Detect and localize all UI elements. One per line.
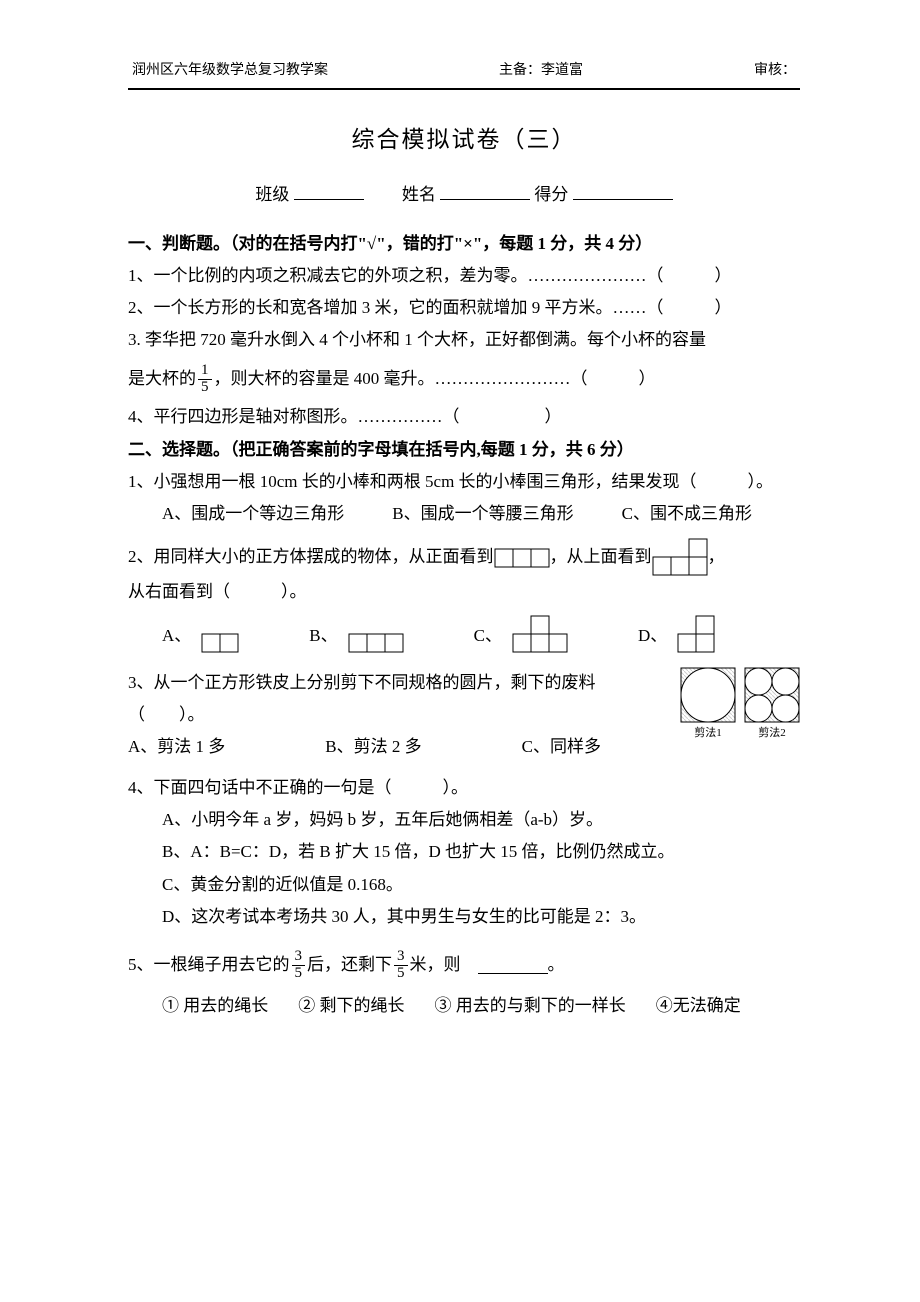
s2-q1-optB: B、围成一个等腰三角形 <box>392 498 573 530</box>
s2-q3-optA: A、剪法 1 多 <box>128 731 225 763</box>
header-left: 润州区六年级数学总复习教学案 <box>132 58 328 85</box>
header-right: 审核： <box>754 58 796 85</box>
optC-shape-icon <box>512 615 568 653</box>
s2-q4-optB: B、A：B=C：D，若 B 扩大 15 倍，D 也扩大 15 倍，比例仍然成立。 <box>128 836 800 868</box>
s2-q2-post: ， <box>708 541 725 573</box>
score-label: 得分 <box>534 185 568 204</box>
s2-q5: 5、一根绳子用去它的 3 5 后，还剩下 3 5 米，则 。 <box>128 949 800 982</box>
s1-q3-line1: 3. 李华把 720 毫升水倒入 4 个小杯和 1 个大杯，正好都倒满。每个小杯… <box>128 324 800 356</box>
s2-q3-figures: 剪法1 剪法2 <box>680 667 800 744</box>
s2-q4-optA: A、小明今年 a 岁，妈妈 b 岁，五年后她俩相差（a-b）岁。 <box>128 804 800 836</box>
page-header: 润州区六年级数学总复习教学案 主备：李道富 审核： <box>128 58 800 90</box>
s1-q3-post: ，则大杯的容量是 400 毫升。……………………（ ） <box>214 363 656 395</box>
s2-q2-optB: B、 <box>309 620 403 652</box>
s2-q4-optC: C、黄金分割的近似值是 0.168。 <box>128 869 800 901</box>
front-view-icon <box>494 541 550 573</box>
s2-q2-optA: A、 <box>162 620 239 652</box>
s2-q5-o4: ④无法确定 <box>656 990 741 1022</box>
s2-q3-options: A、剪法 1 多 B、剪法 2 多 C、同样多 <box>128 731 668 763</box>
s2-q2-options: A、 B、 C、 D、 <box>128 615 800 653</box>
s2-q3-optB: B、剪法 2 多 <box>325 731 421 763</box>
optB-shape-icon <box>348 633 404 653</box>
cut-method-2: 剪法2 <box>744 667 800 744</box>
student-info-line: 班级 姓名 得分 <box>128 179 800 211</box>
s1-q1: 1、一个比例的内项之积减去它的外项之积，差为零。…………………（ ） <box>128 260 800 292</box>
exam-title: 综合模拟试卷（三） <box>128 118 800 162</box>
s2-q2-line2: 从右面看到（ ）。 <box>128 576 800 608</box>
s1-q3-line2: 是大杯的 1 5 ，则大杯的容量是 400 毫升。……………………（ ） <box>128 363 800 396</box>
fraction-3-5-b: 3 5 <box>394 949 408 982</box>
optA-shape-icon <box>201 633 239 653</box>
s2-q5-o3: ③ 用去的与剩下的一样长 <box>435 990 626 1022</box>
class-label: 班级 <box>255 185 289 204</box>
cut-method-1: 剪法1 <box>680 667 736 744</box>
fraction-one-fifth: 1 5 <box>198 363 212 396</box>
name-label: 姓名 <box>402 185 436 204</box>
s2-q1: 1、小强想用一根 10cm 长的小棒和两根 5cm 长的小棒围三角形，结果发现（… <box>128 466 800 498</box>
s1-q2: 2、一个长方形的长和宽各增加 3 米，它的面积就增加 9 平方米。……（ ） <box>128 292 800 324</box>
page: 润州区六年级数学总复习教学案 主备：李道富 审核： 综合模拟试卷（三） 班级 姓… <box>0 0 920 1302</box>
s2-q5-o1: ① 用去的绳长 <box>162 990 268 1022</box>
s2-q2-optC: C、 <box>474 615 568 653</box>
fraction-3-5-a: 3 5 <box>292 949 306 982</box>
s2-q2-line1: 2、用同样大小的正方体摆成的物体，从正面看到 ，从上面看到 ， <box>128 538 800 576</box>
optD-shape-icon <box>677 615 715 653</box>
s2-q4-optD: D、这次考试本考场共 30 人，其中男生与女生的比可能是 2：3。 <box>128 901 800 933</box>
score-blank[interactable] <box>573 182 673 200</box>
header-mid: 主备：李道富 <box>499 58 583 85</box>
s1-q3-pre: 是大杯的 <box>128 363 196 395</box>
s2-q2-optD: D、 <box>638 615 715 653</box>
s2-q5-post: 米，则 <box>410 949 478 981</box>
s2-q5-end: 。 <box>548 949 565 981</box>
class-blank[interactable] <box>294 182 364 200</box>
s2-q5-blank[interactable] <box>478 956 548 974</box>
s2-q5-mid: 后，还剩下 <box>307 949 392 981</box>
cut2-icon <box>744 667 800 723</box>
s2-q2-pre: 2、用同样大小的正方体摆成的物体，从正面看到 <box>128 541 494 573</box>
s2-q2-mid: ，从上面看到 <box>550 541 652 573</box>
name-blank[interactable] <box>440 182 530 200</box>
s2-q3: 3、从一个正方形铁皮上分别剪下不同规格的圆片，剩下的废料（ ）。 A、剪法 1 … <box>128 667 800 764</box>
section2-heading: 二、选择题。（把正确答案前的字母填在括号内,每题 1 分，共 6 分） <box>128 434 800 466</box>
cut1-icon <box>680 667 736 723</box>
s2-q5-o2: ② 剩下的绳长 <box>298 990 404 1022</box>
top-view-icon <box>652 538 708 576</box>
s2-q5-options: ① 用去的绳长 ② 剩下的绳长 ③ 用去的与剩下的一样长 ④无法确定 <box>128 990 800 1022</box>
s2-q3-optC: C、同样多 <box>522 731 601 763</box>
s2-q5-pre: 5、一根绳子用去它的 <box>128 949 290 981</box>
s1-q4: 4、平行四边形是轴对称图形。……………（ ） <box>128 401 800 433</box>
s2-q4: 4、下面四句话中不正确的一句是（ ）。 <box>128 772 800 804</box>
s2-q1-options: A、围成一个等边三角形 B、围成一个等腰三角形 C、围不成三角形 <box>128 498 800 530</box>
s2-q1-optA: A、围成一个等边三角形 <box>162 498 344 530</box>
s2-q3-text: 3、从一个正方形铁皮上分别剪下不同规格的圆片，剩下的废料（ ）。 <box>128 667 668 732</box>
s2-q1-optC: C、围不成三角形 <box>622 498 752 530</box>
section1-heading: 一、判断题。（对的在括号内打"√"，错的打"×"，每题 1 分，共 4 分） <box>128 228 800 260</box>
